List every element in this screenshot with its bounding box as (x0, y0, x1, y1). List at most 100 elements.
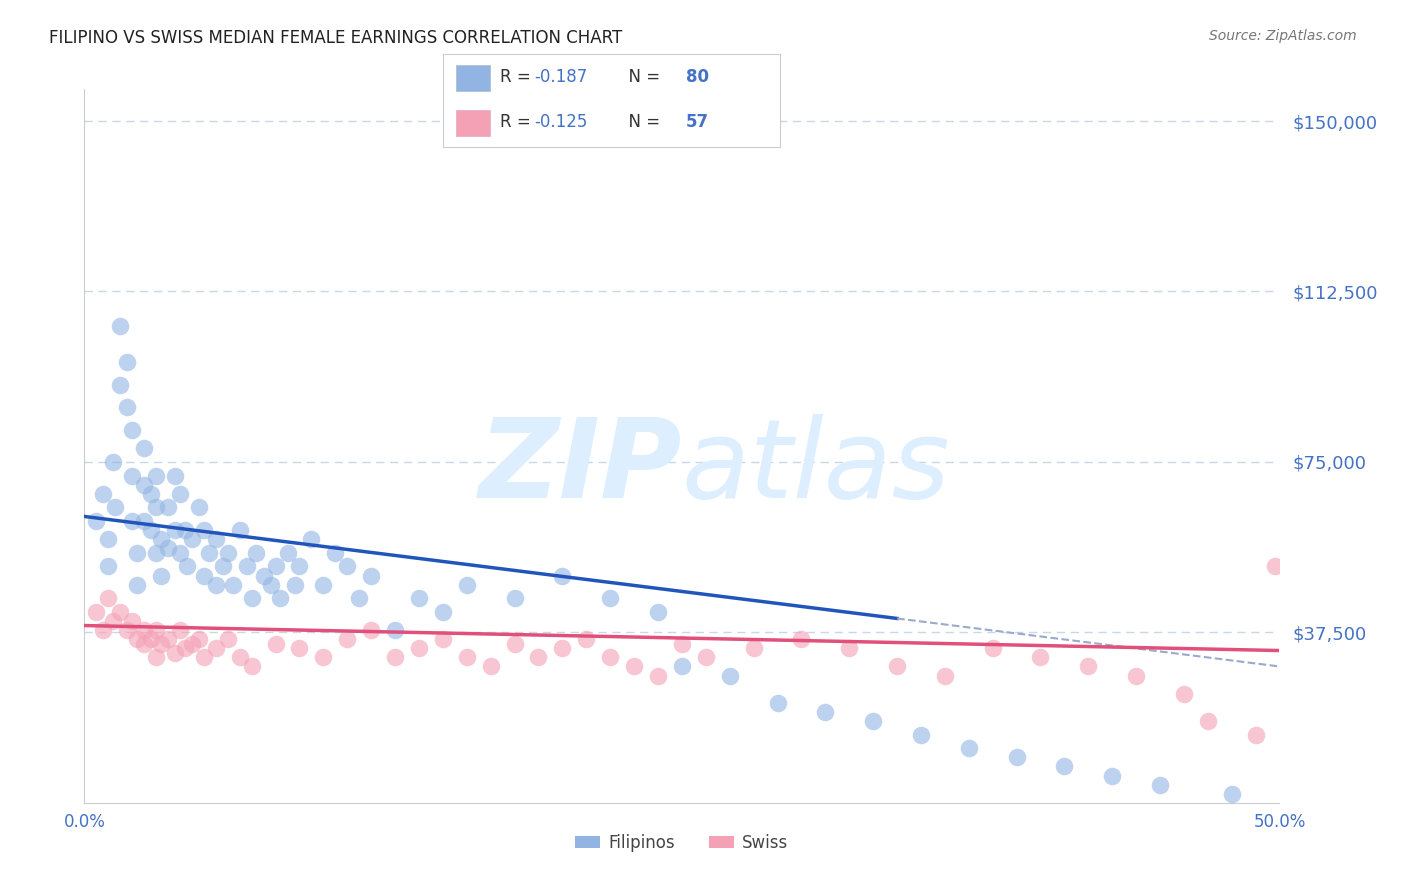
Point (125, 632, 148, 647)
Point (93, 487, 115, 501)
Point (145, 650, 167, 665)
Point (145, 623, 167, 637)
Point (260, 577, 283, 591)
Point (97, 559, 120, 574)
Point (101, 614, 124, 628)
Point (132, 514, 156, 528)
Point (349, 591, 371, 606)
Point (141, 523, 163, 537)
Point (671, 659, 693, 673)
Point (145, 468, 167, 483)
Point (205, 641, 228, 656)
Point (221, 577, 243, 591)
Text: R =: R = (501, 113, 536, 131)
Point (141, 487, 163, 501)
Point (245, 546, 267, 560)
Text: ZIP: ZIP (478, 414, 682, 521)
Point (176, 559, 198, 574)
Point (169, 487, 191, 501)
Point (288, 641, 311, 656)
Point (188, 500, 211, 515)
Text: Source: ZipAtlas.com: Source: ZipAtlas.com (1209, 29, 1357, 44)
Point (718, 668, 741, 682)
Text: FILIPINO VS SWISS MEDIAN FEMALE EARNINGS CORRELATION CHART: FILIPINO VS SWISS MEDIAN FEMALE EARNINGS… (49, 29, 623, 47)
Point (165, 468, 187, 483)
Point (432, 605, 454, 619)
Point (766, 696, 789, 710)
Text: -0.187: -0.187 (534, 68, 588, 86)
Point (86, 514, 108, 528)
Point (157, 541, 180, 556)
Point (117, 401, 139, 415)
Point (125, 577, 148, 591)
Point (1197, 714, 1219, 728)
Point (117, 623, 139, 637)
Point (229, 523, 252, 537)
Point (165, 646, 187, 660)
Point (1244, 728, 1267, 742)
Point (838, 641, 860, 656)
Text: 57: 57 (686, 113, 709, 131)
Point (110, 605, 132, 619)
Point (408, 641, 430, 656)
Point (132, 623, 156, 637)
Point (479, 659, 502, 673)
Point (181, 532, 204, 546)
Text: -0.125: -0.125 (534, 113, 588, 131)
Point (1029, 650, 1052, 665)
Point (599, 591, 621, 606)
Point (599, 650, 621, 665)
Point (236, 559, 259, 574)
Point (193, 523, 215, 537)
Point (121, 423, 143, 437)
Point (165, 523, 187, 537)
Point (336, 559, 359, 574)
Point (132, 442, 156, 456)
Point (157, 500, 180, 515)
Point (503, 637, 526, 651)
Point (384, 650, 406, 665)
Point (197, 546, 219, 560)
Text: N =: N = (619, 68, 665, 86)
Point (253, 568, 276, 582)
Point (456, 577, 478, 591)
Legend: Filipinos, Swiss: Filipinos, Swiss (569, 828, 794, 859)
Point (336, 632, 359, 647)
Point (217, 546, 239, 560)
Point (169, 546, 191, 560)
Point (149, 637, 172, 651)
Point (149, 568, 172, 582)
Point (934, 668, 956, 682)
Point (1077, 659, 1099, 673)
Point (97, 591, 120, 606)
Point (157, 632, 180, 647)
Point (193, 568, 215, 582)
Point (1173, 687, 1195, 701)
Point (862, 714, 884, 728)
Point (205, 532, 228, 546)
Point (288, 559, 311, 574)
Point (101, 455, 124, 469)
Point (360, 623, 382, 637)
Point (742, 641, 765, 656)
Point (647, 668, 669, 682)
Point (695, 650, 717, 665)
Point (169, 623, 191, 637)
Point (957, 741, 980, 756)
Point (181, 637, 204, 651)
Point (671, 637, 693, 651)
Text: R =: R = (501, 68, 536, 86)
Text: 80: 80 (686, 68, 709, 86)
Point (575, 632, 598, 647)
Point (551, 641, 574, 656)
Point (97, 532, 120, 546)
Point (432, 632, 454, 647)
Point (1149, 778, 1171, 792)
Point (1264, 559, 1286, 574)
Text: N =: N = (619, 113, 665, 131)
Point (149, 532, 172, 546)
Point (110, 318, 132, 333)
Point (1220, 787, 1243, 801)
Point (125, 546, 148, 560)
Point (110, 377, 132, 392)
